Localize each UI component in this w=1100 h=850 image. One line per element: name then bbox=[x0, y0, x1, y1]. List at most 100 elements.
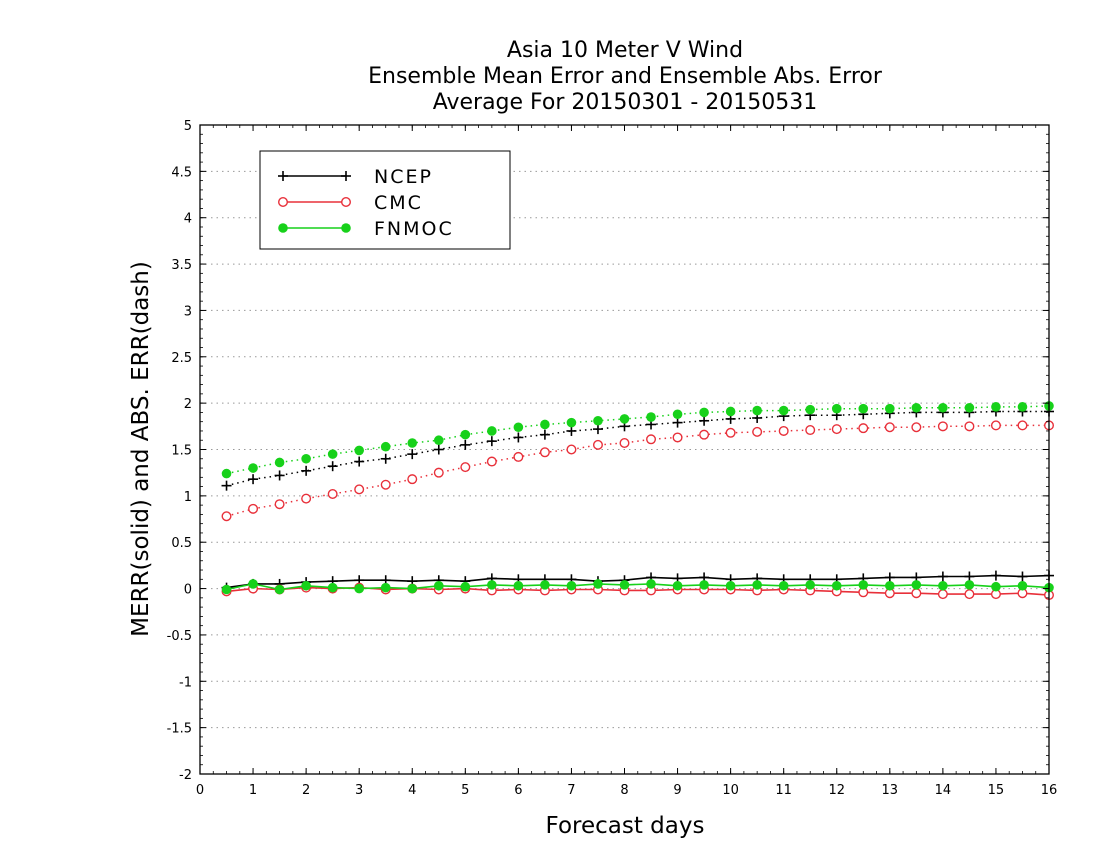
x-tick-label: 4 bbox=[408, 783, 416, 798]
data-point bbox=[433, 444, 444, 455]
data-point bbox=[539, 447, 550, 458]
data-point bbox=[699, 580, 709, 590]
data-point bbox=[672, 417, 683, 428]
data-point bbox=[672, 432, 683, 443]
data-point bbox=[592, 439, 603, 450]
data-point bbox=[433, 467, 444, 478]
data-point bbox=[858, 423, 869, 434]
data-point bbox=[327, 461, 338, 472]
legend-entry-fnmoc: FNMOC bbox=[278, 218, 452, 240]
data-point bbox=[937, 421, 948, 432]
data-point bbox=[513, 432, 524, 443]
x-tick-label: 6 bbox=[514, 783, 522, 798]
series-line bbox=[226, 405, 1050, 475]
data-point bbox=[752, 405, 762, 416]
data-point bbox=[885, 580, 895, 591]
data-point bbox=[672, 409, 683, 420]
x-tick-label: 0 bbox=[196, 783, 204, 798]
data-point bbox=[407, 438, 418, 448]
data-point bbox=[301, 580, 311, 591]
data-point bbox=[937, 571, 948, 582]
data-point bbox=[725, 580, 736, 591]
data-point bbox=[539, 429, 550, 440]
data-point bbox=[407, 583, 418, 594]
data-point bbox=[752, 426, 763, 437]
data-point bbox=[858, 403, 869, 414]
title-line-2: Ensemble Mean Error and Ensemble Abs. Er… bbox=[368, 64, 883, 89]
data-point bbox=[486, 456, 497, 467]
data-point bbox=[566, 444, 577, 455]
y-axis-label: MERR(solid) and ABS. ERR(dash) bbox=[128, 261, 154, 637]
x-tick-label: 2 bbox=[302, 783, 310, 798]
x-tick-label: 12 bbox=[828, 783, 845, 798]
data-point bbox=[1017, 580, 1028, 591]
data-point bbox=[964, 421, 975, 432]
series-line bbox=[226, 583, 1050, 591]
data-point bbox=[221, 480, 232, 491]
data-point bbox=[964, 589, 975, 600]
data-point bbox=[805, 425, 816, 436]
data-point bbox=[778, 580, 789, 591]
x-tick-label: 11 bbox=[775, 783, 792, 798]
legend: NCEP CMC FNMOC bbox=[259, 150, 511, 250]
data-point bbox=[831, 580, 842, 591]
y-tick-label: 3 bbox=[184, 304, 192, 319]
title-line-3: Average For 20150301 - 20150531 bbox=[433, 90, 818, 115]
data-point bbox=[858, 580, 869, 590]
data-point bbox=[619, 580, 630, 590]
x-tick-label: 13 bbox=[882, 783, 899, 798]
data-point bbox=[221, 584, 232, 595]
data-point bbox=[991, 402, 1001, 412]
data-point bbox=[327, 489, 338, 500]
data-point bbox=[805, 404, 816, 415]
legend-label: CMC bbox=[374, 192, 423, 214]
data-point bbox=[699, 415, 710, 426]
y-tick-label: 4.5 bbox=[171, 165, 192, 180]
y-tick-label: 0.5 bbox=[171, 536, 192, 551]
data-point bbox=[274, 499, 285, 510]
data-point bbox=[433, 435, 444, 446]
data-point bbox=[248, 474, 259, 485]
x-tick-label: 16 bbox=[1041, 783, 1058, 798]
data-point bbox=[699, 407, 709, 418]
plot-series bbox=[221, 401, 1054, 601]
series-fnmoc-merr bbox=[221, 579, 1054, 595]
y-tick-label: 2 bbox=[184, 397, 192, 412]
y-tick-label: 5 bbox=[184, 119, 192, 134]
data-point bbox=[301, 453, 311, 464]
data-point bbox=[619, 438, 630, 449]
data-point bbox=[354, 583, 364, 594]
series-ncep-merr bbox=[221, 570, 1054, 593]
data-point bbox=[672, 580, 683, 591]
y-tick-label: -0.5 bbox=[167, 629, 192, 644]
data-point bbox=[540, 580, 550, 590]
data-point bbox=[433, 580, 444, 591]
chart-title: Asia 10 Meter V Wind Ensemble Mean Error… bbox=[368, 38, 883, 115]
data-point bbox=[354, 445, 364, 456]
data-point bbox=[1017, 402, 1028, 412]
data-point bbox=[1017, 420, 1028, 431]
data-point bbox=[938, 580, 948, 591]
data-point bbox=[646, 434, 657, 445]
data-point bbox=[725, 406, 736, 417]
data-point bbox=[221, 468, 232, 479]
data-point bbox=[778, 425, 789, 436]
x-tick-label: 7 bbox=[567, 783, 575, 798]
data-point bbox=[911, 402, 922, 413]
data-point bbox=[407, 449, 418, 460]
title-line-1: Asia 10 Meter V Wind bbox=[507, 38, 743, 63]
x-tick-label: 8 bbox=[620, 783, 628, 798]
data-point bbox=[354, 484, 365, 495]
legend-marker bbox=[278, 223, 288, 233]
data-point bbox=[911, 580, 922, 590]
data-point bbox=[327, 582, 338, 593]
legend-marker bbox=[341, 171, 351, 181]
data-point bbox=[460, 439, 471, 450]
data-point bbox=[938, 402, 948, 413]
data-point bbox=[990, 420, 1001, 431]
data-point bbox=[566, 580, 577, 591]
series-ncep-abs-err bbox=[221, 406, 1054, 491]
x-tick-label: 14 bbox=[935, 783, 952, 798]
data-point bbox=[354, 456, 365, 467]
